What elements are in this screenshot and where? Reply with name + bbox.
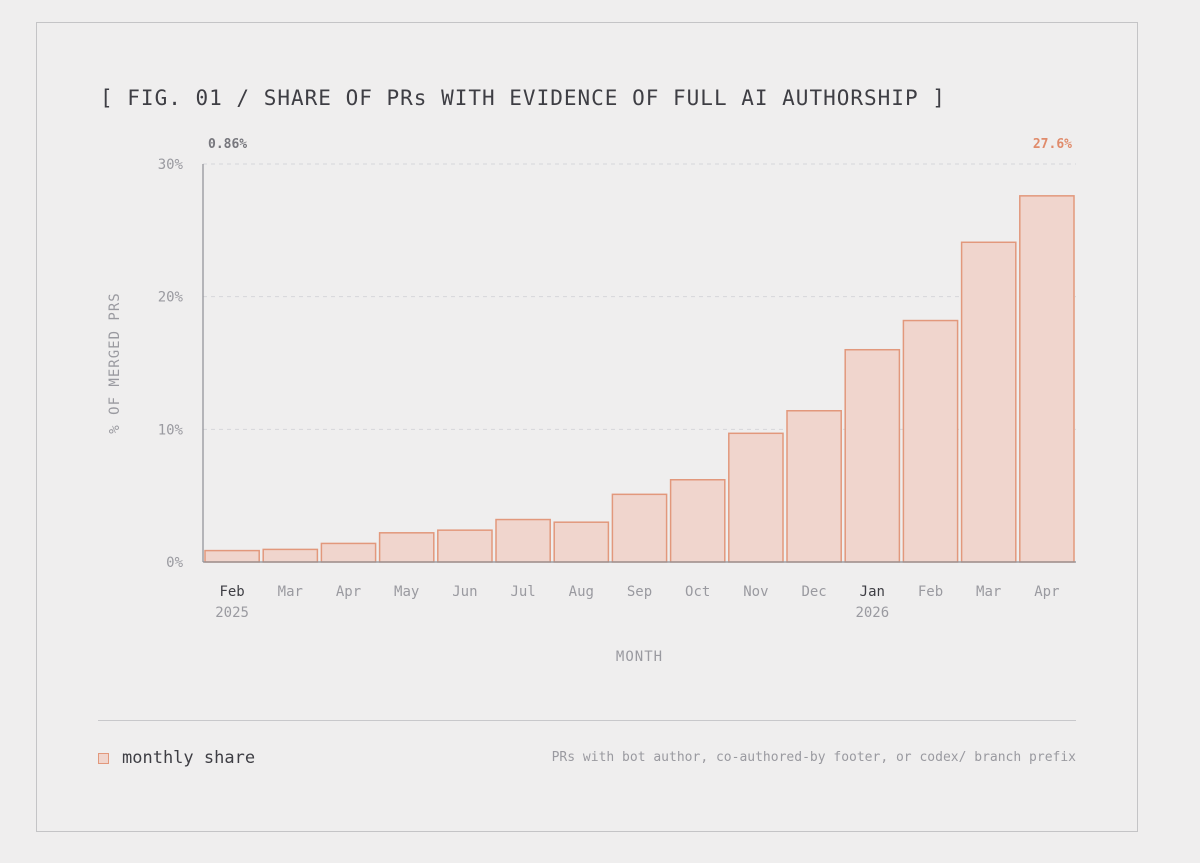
x-tick-label: Mar xyxy=(278,584,303,600)
legend-footnote: PRs with bot author, co-authored-by foot… xyxy=(551,750,1076,765)
y-tick-label: 0% xyxy=(166,555,183,571)
bar xyxy=(960,241,1017,563)
y-axis-title: % OF MERGED PRS xyxy=(107,292,123,433)
first-value-callout: 0.86% xyxy=(208,137,248,152)
legend-label: monthly share xyxy=(122,748,256,768)
y-tick-label: 10% xyxy=(158,422,184,438)
x-tick-label: Sep xyxy=(627,584,652,600)
bar xyxy=(437,529,493,563)
x-tick-label: Apr xyxy=(336,584,361,600)
x-tick-label: Nov xyxy=(743,584,768,600)
x-tick-label: May xyxy=(394,584,419,600)
bar xyxy=(786,410,842,563)
x-tick-year-label: 2026 xyxy=(855,605,889,621)
x-axis-title: MONTH xyxy=(616,649,663,665)
bar xyxy=(669,478,726,563)
figure-frame xyxy=(36,22,1138,832)
bar xyxy=(495,518,551,563)
x-tick-label: Feb xyxy=(918,584,943,600)
x-tick-year-label: 2025 xyxy=(215,605,249,621)
bar xyxy=(320,542,377,563)
x-tick-label: Jun xyxy=(452,584,477,600)
bar xyxy=(844,348,901,563)
legend-divider xyxy=(98,720,1076,721)
last-value-callout: 27.6% xyxy=(1032,137,1072,152)
figure-title: [ FIG. 01 / SHARE OF PRs WITH EVIDENCE O… xyxy=(100,86,946,110)
x-tick-label: Oct xyxy=(685,584,710,600)
x-tick-label: Mar xyxy=(976,584,1001,600)
x-tick-label: Jan xyxy=(860,584,885,600)
x-tick-label: Jul xyxy=(510,584,535,600)
bar xyxy=(204,549,260,563)
x-tick-label: Dec xyxy=(801,584,826,600)
x-tick-label: Feb xyxy=(219,584,244,600)
bar xyxy=(611,493,668,563)
x-tick-label: Apr xyxy=(1034,584,1059,600)
legend-swatch xyxy=(98,753,109,764)
y-tick-label: 20% xyxy=(158,290,184,306)
y-tick-label: 30% xyxy=(158,157,184,173)
x-tick-label: Aug xyxy=(569,584,594,600)
bar xyxy=(378,532,435,563)
bar xyxy=(1019,195,1075,563)
bar xyxy=(262,548,319,563)
bar xyxy=(553,521,610,563)
bar xyxy=(902,319,959,563)
bar xyxy=(728,432,784,563)
